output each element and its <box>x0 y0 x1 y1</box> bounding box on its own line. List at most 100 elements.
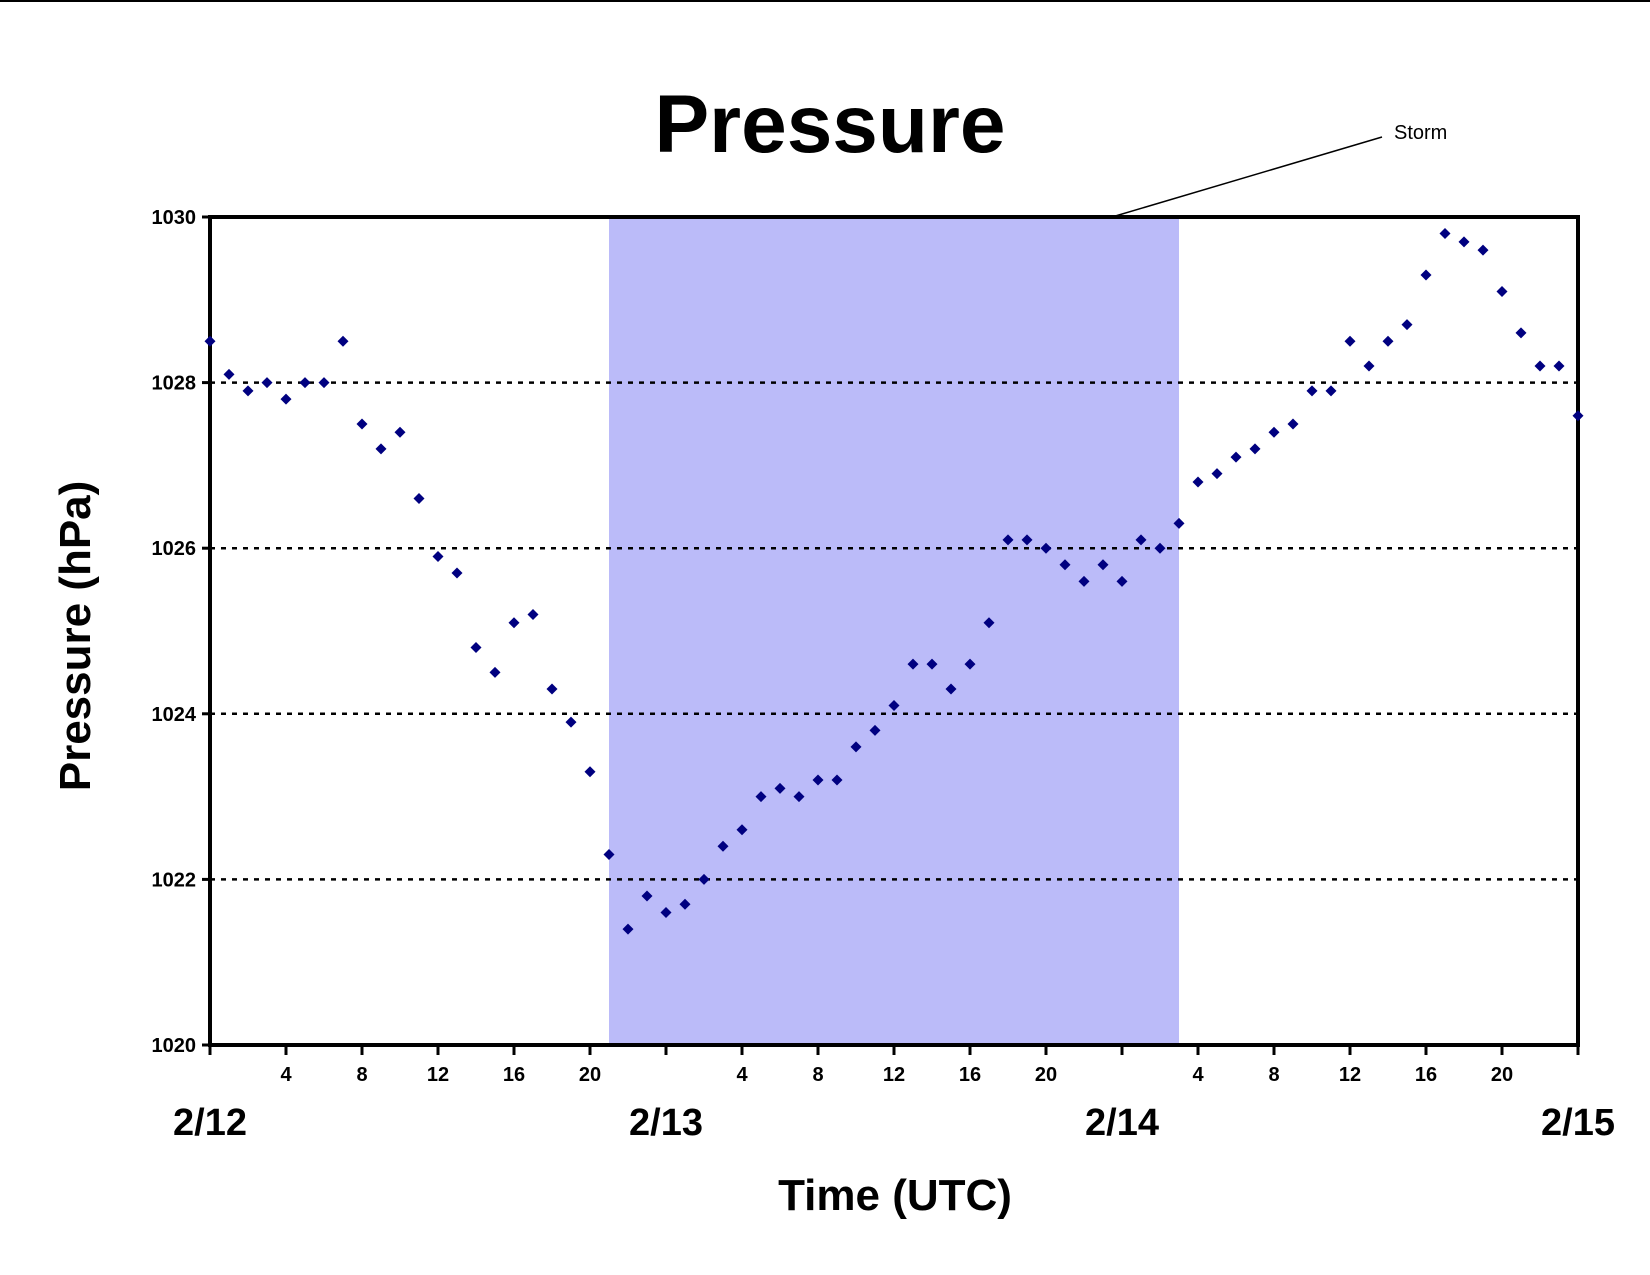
data-point <box>489 666 501 678</box>
x-tick-label: 16 <box>1415 1064 1437 1086</box>
top-border-line <box>0 0 1650 2</box>
storm-annotation: Storm <box>1394 122 1447 144</box>
y-tick-label: 1024 <box>152 704 197 726</box>
data-point <box>1572 410 1584 422</box>
x-tick-label: 8 <box>812 1064 823 1086</box>
data-point <box>1021 534 1033 546</box>
data-point <box>1154 542 1166 554</box>
x-tick-label: 4 <box>1192 1064 1204 1086</box>
x-axis-ticks: 4 8 12 16 20 4 8 12 16 20 4 8 12 16 20 2/12 2/13 2/14 2/15 <box>173 1045 1615 1144</box>
x-tick-label: 12 <box>883 1064 905 1086</box>
data-point <box>1496 286 1508 298</box>
data-point <box>717 840 729 852</box>
data-point <box>451 567 463 579</box>
data-point <box>318 377 330 389</box>
data-point <box>508 617 520 629</box>
data-point <box>1534 360 1546 372</box>
data-point <box>337 335 349 347</box>
data-point <box>527 608 539 620</box>
x-axis-title: Time (UTC) <box>778 1171 1012 1220</box>
data-point <box>1097 559 1109 571</box>
y-tick-label: 1026 <box>152 538 197 560</box>
data-point <box>1287 418 1299 430</box>
data-point <box>1059 559 1071 571</box>
data-point <box>1382 335 1394 347</box>
data-point <box>280 393 292 405</box>
x-tick-label: 20 <box>1035 1064 1057 1086</box>
x-tick-label: 8 <box>356 1064 367 1086</box>
x-day-label: 2/15 <box>1541 1102 1615 1144</box>
x-day-label: 2/13 <box>629 1102 703 1144</box>
data-point <box>774 782 786 794</box>
data-point <box>736 824 748 836</box>
data-point <box>1211 468 1223 480</box>
x-tick-label: 12 <box>427 1064 449 1086</box>
data-point <box>926 658 938 670</box>
data-point <box>1116 575 1128 587</box>
x-tick-label: 12 <box>1339 1064 1361 1086</box>
data-point <box>223 368 235 380</box>
data-point <box>1401 319 1413 331</box>
data-point <box>755 791 767 803</box>
x-tick-label: 8 <box>1268 1064 1279 1086</box>
data-point <box>698 873 710 885</box>
x-tick-label: 4 <box>736 1064 748 1086</box>
data-point <box>1306 385 1318 397</box>
y-tick-label: 1030 <box>152 207 197 229</box>
data-point <box>907 658 919 670</box>
data-point <box>1268 426 1280 438</box>
data-point <box>660 907 672 919</box>
data-point <box>1515 327 1527 339</box>
y-axis-title: Pressure (hPa) <box>51 481 100 792</box>
data-point <box>1325 385 1337 397</box>
gridlines <box>210 381 1578 881</box>
data-point <box>1078 575 1090 587</box>
data-point <box>470 642 482 654</box>
data-point <box>584 766 596 778</box>
data-point <box>261 377 273 389</box>
y-axis-ticks: 1020 1022 1024 1026 1028 1030 <box>152 207 210 1057</box>
data-point <box>565 716 577 728</box>
data-point <box>850 741 862 753</box>
x-tick-label: 16 <box>959 1064 981 1086</box>
data-point <box>1439 228 1451 240</box>
data-point <box>1230 451 1242 463</box>
data-point <box>1249 443 1261 455</box>
data-point <box>1192 476 1204 488</box>
data-point <box>375 443 387 455</box>
x-day-label: 2/12 <box>173 1102 247 1144</box>
data-point <box>432 550 444 562</box>
data-point <box>869 724 881 736</box>
y-tick-label: 1022 <box>152 869 197 891</box>
x-tick-label: 16 <box>503 1064 525 1086</box>
data-point <box>679 898 691 910</box>
chart-title: Pressure <box>654 79 1005 170</box>
data-point <box>831 774 843 786</box>
data-point <box>641 890 653 902</box>
data-point <box>1477 244 1489 256</box>
x-tick-label: 4 <box>280 1064 292 1086</box>
data-points <box>204 228 1584 935</box>
data-point <box>1173 517 1185 529</box>
storm-leader-line <box>1111 136 1383 218</box>
data-point <box>394 426 406 438</box>
data-point <box>1458 236 1470 248</box>
data-point <box>356 418 368 430</box>
data-point <box>1002 534 1014 546</box>
x-tick-label: 20 <box>579 1064 601 1086</box>
x-tick-label: 20 <box>1491 1064 1513 1086</box>
data-point <box>983 617 995 629</box>
data-point <box>945 683 957 695</box>
x-day-label: 2/14 <box>1085 1102 1159 1144</box>
data-point <box>964 658 976 670</box>
data-point <box>888 700 900 712</box>
data-point <box>1363 360 1375 372</box>
data-point <box>242 385 254 397</box>
data-point <box>1553 360 1565 372</box>
data-point <box>793 791 805 803</box>
data-point <box>1135 534 1147 546</box>
data-point <box>622 923 634 935</box>
y-tick-label: 1020 <box>152 1035 197 1057</box>
data-point <box>1040 542 1052 554</box>
